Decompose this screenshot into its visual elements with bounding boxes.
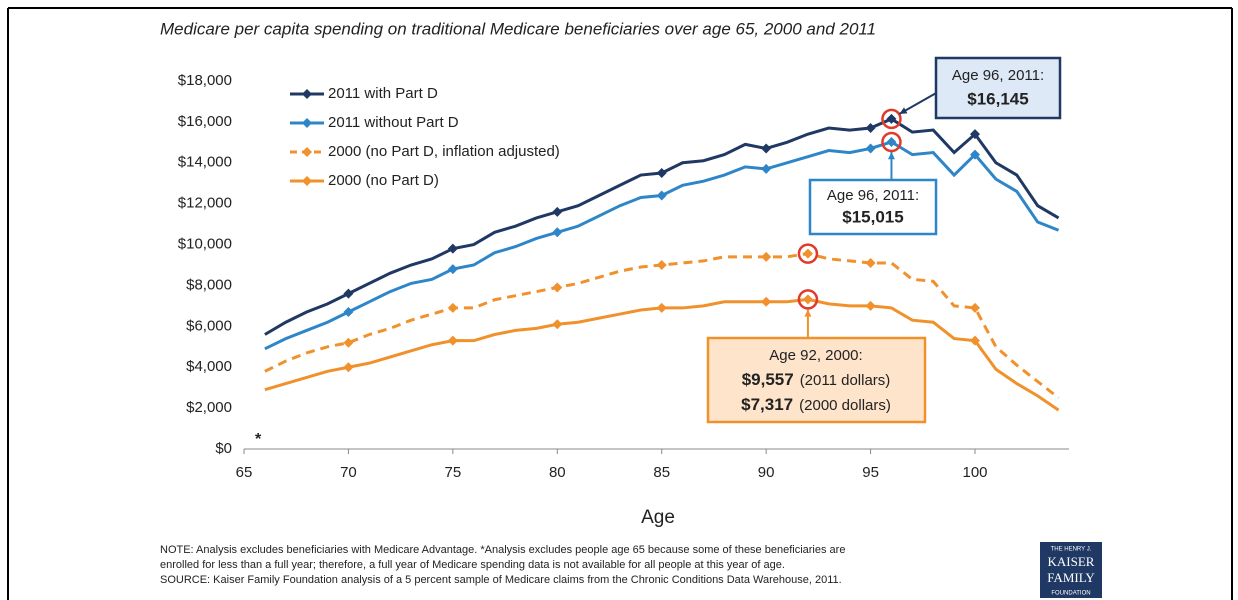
callout-value: $16,145	[967, 89, 1028, 108]
highlight-circle	[797, 289, 819, 310]
legend-marker	[302, 89, 312, 99]
callout-value: $9,557	[742, 370, 794, 389]
arrow-head	[887, 152, 895, 160]
x-tick-label: 85	[653, 464, 670, 481]
y-tick-label: $18,000	[178, 72, 232, 89]
point-marker	[865, 257, 876, 268]
point-marker	[886, 137, 897, 148]
callout-unit: (2011 dollars)	[800, 372, 891, 389]
point-marker	[865, 143, 876, 154]
chart-title: Medicare per capita spending on traditio…	[160, 19, 876, 38]
point-marker	[656, 302, 667, 313]
point-marker	[970, 302, 981, 313]
legend-label: 2011 without Part D	[328, 114, 459, 131]
legend-marker	[302, 118, 312, 128]
x-tick-label: 95	[862, 464, 879, 481]
point-marker	[761, 296, 772, 307]
logo-text: FAMILY	[1047, 570, 1095, 585]
point-marker	[447, 302, 458, 313]
notes: NOTE: Analysis excludes beneficiaries wi…	[160, 544, 845, 586]
point-marker	[447, 335, 458, 346]
callout-value: $15,015	[842, 207, 903, 226]
callout-value: $7,317	[741, 395, 793, 414]
legend-marker	[302, 176, 312, 186]
point-marker	[802, 248, 813, 259]
point-marker	[343, 362, 354, 373]
callout-line: $7,317 (2000 dollars)	[741, 395, 891, 414]
point-marker	[343, 307, 354, 318]
x-tick-label: 100	[962, 464, 987, 481]
point-marker	[970, 129, 981, 140]
point-marker	[886, 113, 897, 124]
point-marker	[343, 337, 354, 348]
x-axis-label: Age	[641, 507, 675, 528]
point-marker	[761, 163, 772, 174]
asterisk: *	[255, 431, 262, 448]
y-tick-label: $0	[215, 440, 232, 457]
y-tick-label: $6,000	[186, 317, 232, 334]
point-marker	[970, 335, 981, 346]
point-marker	[865, 300, 876, 311]
point-marker	[552, 319, 563, 330]
callout-box	[934, 56, 1062, 120]
y-tick-label: $16,000	[178, 113, 232, 130]
point-marker	[447, 264, 458, 275]
point-marker	[656, 168, 667, 178]
logo-box	[1040, 542, 1102, 598]
x-tick-label: 70	[340, 464, 357, 481]
legend-label: 2000 (no Part D)	[328, 172, 439, 189]
callout-box	[706, 336, 927, 424]
y-tick-label: $8,000	[186, 276, 232, 293]
point-marker	[865, 123, 876, 134]
point-marker	[343, 288, 354, 299]
point-marker	[761, 143, 772, 154]
point-marker	[552, 227, 563, 238]
logo: THE HENRY J. KAISER FAMILY FOUNDATION	[1040, 542, 1102, 598]
callout-line: $9,557 (2011 dollars)	[742, 370, 891, 389]
note-line: enrolled for less than a full year; ther…	[160, 559, 785, 571]
point-marker	[970, 149, 981, 160]
x-tick-label: 65	[236, 464, 253, 481]
y-tick-label: $14,000	[178, 154, 232, 171]
callout-heading: Age 92, 2000:	[769, 347, 862, 364]
callout-heading: Age 96, 2011:	[827, 187, 919, 204]
note-line: SOURCE: Kaiser Family Foundation analysi…	[160, 574, 842, 586]
logo-text: FOUNDATION	[1051, 591, 1090, 597]
y-tick-label: $12,000	[178, 195, 232, 212]
callout-heading: Age 96, 2011:	[952, 67, 1044, 84]
y-tick-label: $4,000	[186, 358, 232, 375]
x-tick-label: 90	[758, 464, 775, 481]
point-marker	[761, 251, 772, 262]
highlight-circle	[881, 131, 902, 153]
legend-label: 2011 with Part D	[328, 85, 438, 102]
point-marker	[552, 282, 563, 293]
legend-marker	[302, 147, 312, 157]
arrow-head	[804, 309, 812, 317]
highlight-circle	[881, 108, 902, 130]
logo-text: THE HENRY J.	[1051, 547, 1092, 553]
point-marker	[552, 206, 563, 217]
highlight-circle	[797, 243, 819, 264]
arrow-head	[899, 107, 908, 114]
note-line: NOTE: Analysis excludes beneficiaries wi…	[160, 544, 845, 556]
point-marker	[656, 190, 667, 201]
point-marker	[447, 243, 458, 254]
logo-text: KAISER	[1048, 554, 1095, 569]
point-marker	[802, 294, 813, 305]
series-line	[264, 297, 1060, 412]
y-tick-label: $10,000	[178, 236, 232, 253]
y-tick-label: $2,000	[186, 399, 232, 416]
x-tick-label: 75	[445, 464, 462, 481]
x-tick-label: 80	[549, 464, 566, 481]
callout-unit: (2000 dollars)	[799, 397, 891, 414]
legend-label: 2000 (no Part D, inflation adjusted)	[328, 143, 560, 160]
point-marker	[656, 260, 667, 270]
callout-box	[808, 178, 938, 236]
